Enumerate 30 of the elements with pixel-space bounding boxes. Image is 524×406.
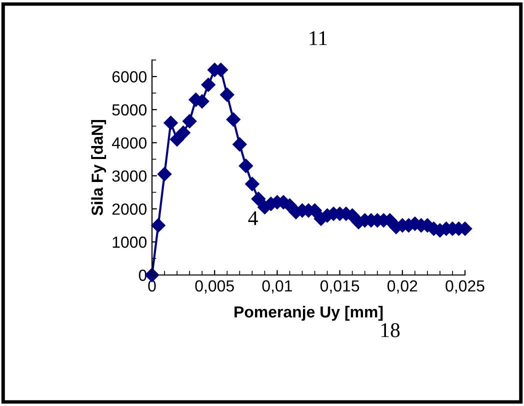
point bbox=[251, 192, 266, 206]
y-tick-label: 5000 bbox=[112, 104, 147, 116]
y-tick-label: 0 bbox=[138, 270, 147, 281]
point bbox=[176, 126, 190, 140]
y-tick-label: 2000 bbox=[112, 203, 147, 215]
point bbox=[220, 88, 234, 102]
annotation: 4 bbox=[248, 211, 258, 226]
x-tick-label: 0 bbox=[148, 280, 156, 292]
y-tick-label: 3000 bbox=[112, 170, 147, 182]
x-tick-label: 0,02 bbox=[387, 280, 418, 294]
point bbox=[182, 114, 197, 128]
text: 18 bbox=[381, 323, 400, 338]
point bbox=[226, 112, 240, 127]
point bbox=[151, 218, 166, 232]
y-tick-label: 6000 bbox=[112, 71, 147, 82]
y-axis-title: Sila Fy [daN] bbox=[91, 120, 106, 216]
point bbox=[201, 78, 216, 92]
point bbox=[238, 158, 253, 173]
text: 11 bbox=[310, 31, 327, 46]
y-tick-label: 4000 bbox=[112, 137, 147, 149]
point bbox=[164, 116, 178, 130]
x-tick-label: 0,015 bbox=[320, 280, 360, 294]
point bbox=[157, 167, 172, 182]
y-tick-label: 1000 bbox=[112, 236, 147, 248]
point bbox=[232, 137, 247, 152]
x-axis-title: Pomeranje Uy [mm] bbox=[234, 306, 383, 321]
x-tick-label: 0,01 bbox=[262, 280, 292, 294]
x-tick-label: 0,005 bbox=[195, 280, 234, 294]
x-tick-label: 0,025 bbox=[446, 280, 484, 294]
point bbox=[245, 176, 260, 192]
